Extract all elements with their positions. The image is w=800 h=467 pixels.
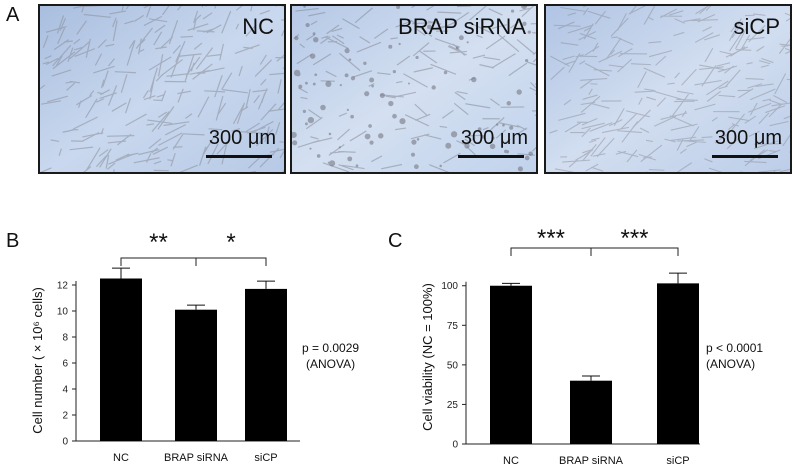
bar-c-2 [657,283,699,444]
y-tick-label-c: 50 [447,360,459,371]
y-tick-label-b: 6 [62,359,68,370]
micrograph-nc: NC 300 μm [38,4,286,174]
micrograph-sicp-texture [546,6,790,172]
panel-a-letter: A [6,4,20,26]
y-tick-label-c: 25 [447,400,459,411]
scale-bar-nc [206,155,272,158]
x-tick-label-c-1: BRAP siRNA [559,455,624,467]
bar-b-2 [245,288,287,441]
panel-c-letter: C [388,230,403,252]
y-tick-label-c: 75 [447,321,459,332]
scale-bar-sicp [712,155,778,158]
micrograph-label-brap: BRAP siRNA [398,14,526,39]
bar-c-0 [490,285,532,444]
y-tick-label-b: 8 [62,333,68,344]
micrograph-sicp: siCP 300 μm [544,4,792,174]
y-tick-label-b: 2 [62,411,68,422]
sig-bracket-c-1 [590,247,679,256]
sig-stars-c-1: *** [620,225,648,252]
scale-text-nc: 300 μm [208,127,276,149]
x-tick-label-c-2: siCP [666,455,689,467]
micrograph-nc-texture [40,6,284,172]
sig-stars-b-1: * [226,229,235,256]
sig-bracket-b-0 [120,257,197,266]
chart-b: 0 2 4 6 8 10 12 Cell number ( × 10⁶ cells) NC BRA… [30,229,300,464]
bar-b-1 [175,309,217,441]
scale-bar-brap [458,155,524,158]
chart-c: 0 25 50 75 100 Cell viability (NC = 100%) NC BR… [420,225,700,467]
micrograph-label-sicp: siCP [733,14,780,39]
test-c: (ANOVA) [706,357,756,371]
bar-b-0 [100,278,142,441]
scale-text-sicp: 300 μm [714,127,782,149]
micrograph-brap-texture [292,6,536,172]
x-tick-label-b-2: siCP [254,452,277,464]
scale-text-brap: 300 μm [460,127,528,149]
y-tick-label-c: 100 [441,281,458,292]
p-value-b: p = 0.0029 [302,341,360,355]
micrograph-label-nc: NC [242,14,274,39]
p-value-c: p < 0.0001 [706,341,764,355]
x-tick-label-b-1: BRAP siRNA [164,452,229,464]
micrograph-brap-sirna: BRAP siRNA 300 μm [290,4,538,174]
sig-bracket-b-1 [195,257,267,266]
y-tick-label-b: 4 [62,385,68,396]
y-tick-label-b: 0 [62,437,68,448]
y-tick-label-c: 0 [452,440,458,451]
sig-stars-b-0: ** [149,229,168,256]
y-axis-label-c: Cell viability (NC = 100%) [420,283,435,431]
x-tick-label-b-0: NC [113,452,129,464]
y-axis-label-b: Cell number ( × 10⁶ cells) [30,287,45,434]
bar-c-1 [570,380,612,444]
test-b: (ANOVA) [306,357,356,371]
panel-b-letter: B [6,230,20,252]
x-tick-label-c-0: NC [503,455,519,467]
y-tick-label-b: 10 [57,307,69,318]
y-tick-label-b: 12 [57,281,69,292]
sig-stars-c-0: *** [537,225,565,252]
